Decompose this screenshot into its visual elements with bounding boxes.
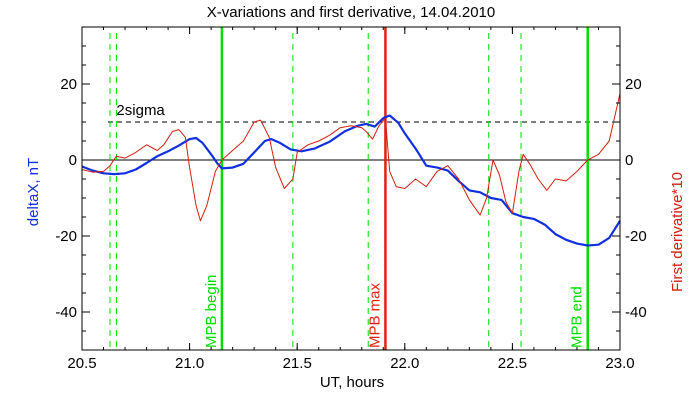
y-tick-label-left: -40	[55, 304, 77, 321]
y-tick-label-right: 0	[625, 152, 633, 169]
y-tick-label-left: 20	[60, 76, 77, 93]
chart-title: X-variations and first derivative, 14.04…	[207, 4, 496, 21]
x-tick-label: 21.5	[283, 355, 312, 372]
plot-frame	[81, 26, 621, 351]
y-tick-label-right: -20	[625, 228, 647, 245]
left-axis-label: deltaX, nT	[25, 158, 42, 226]
x-axis-label: UT, hours	[320, 374, 384, 391]
major-vline-label: MPB begin	[203, 275, 220, 348]
series-deltax-line	[81, 114, 621, 247]
right-axis-label: First derivative*10	[669, 172, 686, 292]
x-tick-label: 22.5	[498, 355, 527, 372]
threshold-label: 2sigma	[116, 102, 165, 119]
x-tick-label: 23.0	[605, 355, 634, 372]
major-vline-label: MPB max	[366, 282, 383, 348]
y-tick-label-left: -20	[55, 228, 77, 245]
y-tick-label-right: 20	[625, 76, 642, 93]
x-tick-label: 22.0	[390, 355, 419, 372]
x-tick-label: 21.0	[175, 355, 204, 372]
series-derivative-line	[81, 93, 621, 222]
y-tick-label-right: -40	[625, 304, 647, 321]
x-tick-label: 20.5	[67, 355, 96, 372]
major-vline-label: MPB end	[569, 286, 586, 348]
y-tick-label-left: 0	[69, 152, 77, 169]
